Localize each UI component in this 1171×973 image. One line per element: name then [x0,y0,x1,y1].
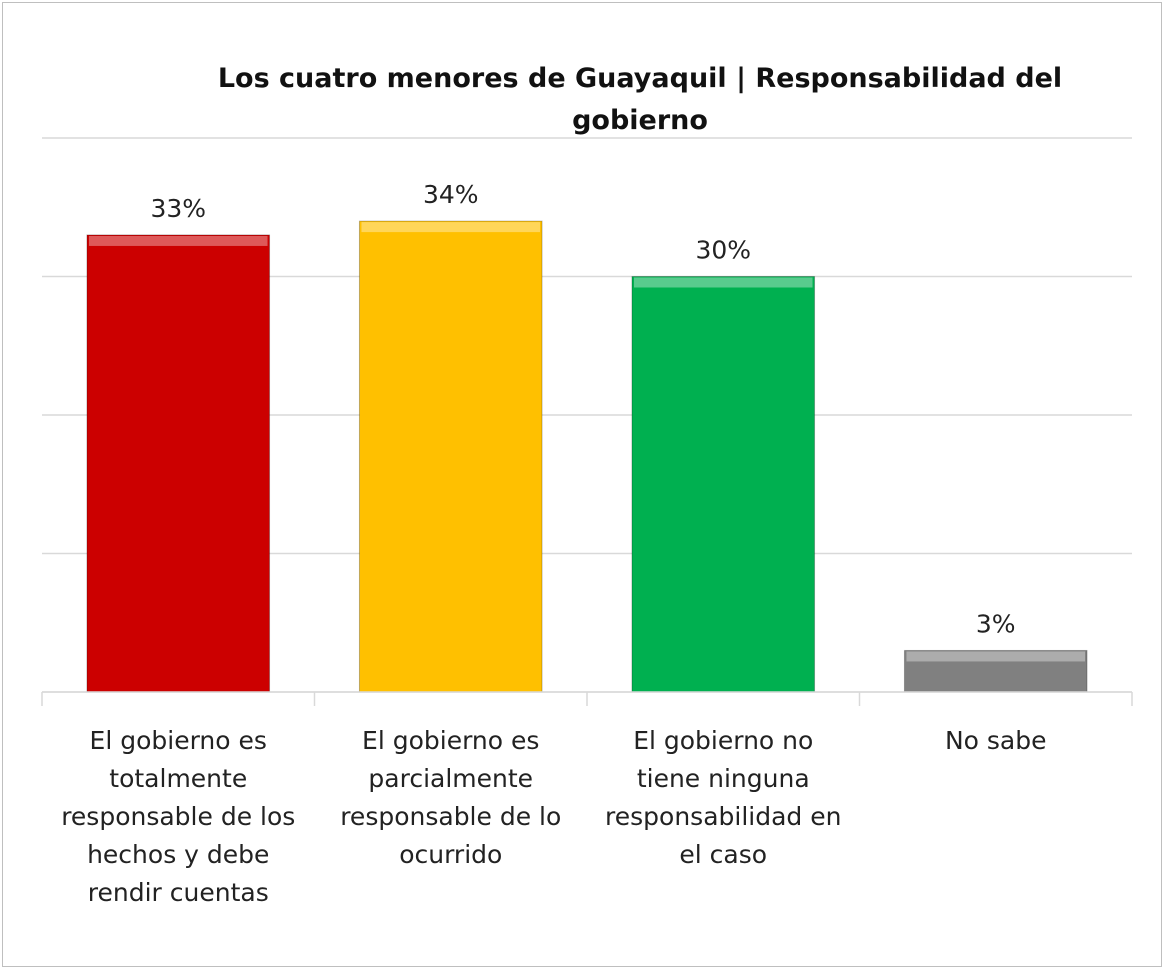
value-label: 33% [150,194,206,223]
x-tick-label: El gobierno es parcialmente responsable … [340,726,562,869]
value-label: 3% [976,609,1016,638]
bar-highlight [633,277,813,288]
chart-title: Los cuatro menores de Guayaquil | Respon… [217,63,1063,136]
bar-highlight [88,235,268,246]
value-label: 30% [695,236,751,265]
bar-highlight [906,651,1086,662]
bar-highlight [361,222,541,233]
value-label: 34% [423,180,479,209]
bar [631,276,816,693]
bar [358,220,543,693]
bar [903,649,1088,693]
bar [86,234,271,693]
x-tick-label: El gobierno es totalmente responsable de… [61,726,296,907]
x-tick-label: El gobierno no tiene ninguna responsabil… [605,726,842,869]
x-tick-label: No sabe [944,726,1047,755]
